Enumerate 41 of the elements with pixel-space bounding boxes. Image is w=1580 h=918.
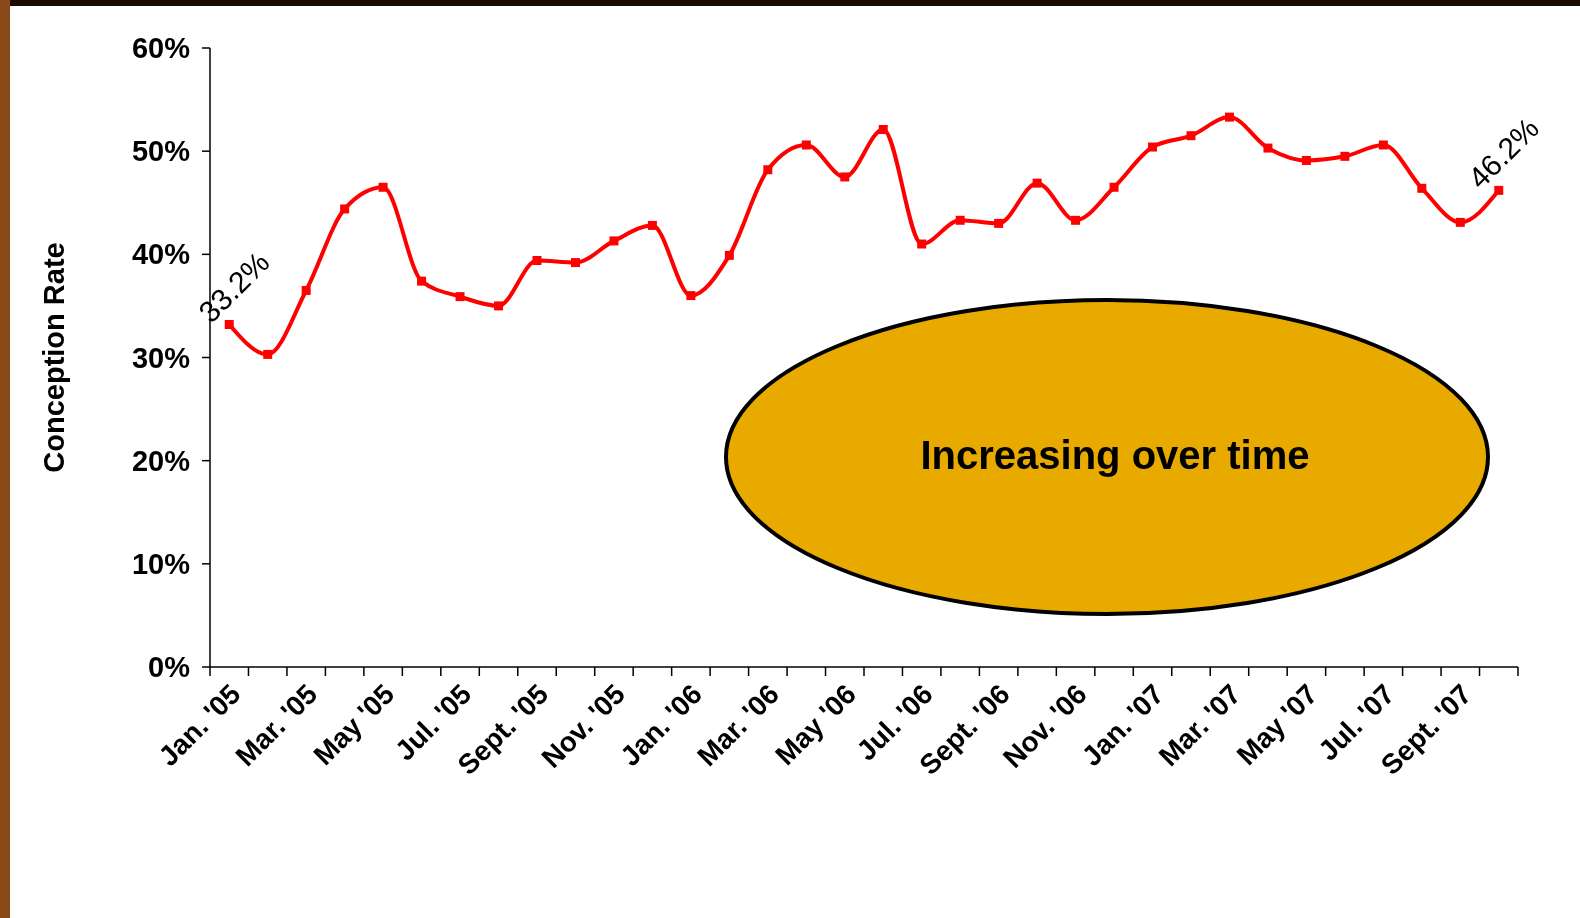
point [301,285,311,295]
y-tick-label: 20% [131,444,191,477]
point [1224,112,1234,122]
point [1071,215,1081,225]
point [1032,178,1042,188]
point [263,349,273,359]
point [1417,183,1427,193]
point [686,291,696,301]
point [994,218,1004,228]
point [1109,182,1119,192]
point [340,204,350,214]
point [1340,151,1350,161]
point [1263,143,1273,153]
point [878,125,888,134]
y-tick-label: 50% [131,135,191,168]
point [955,215,965,225]
point [494,301,504,311]
point [532,256,542,266]
point [1301,155,1311,165]
point [801,140,811,150]
point [609,236,619,246]
point [724,250,734,260]
y-tick-label: 60% [131,32,191,65]
point [840,172,850,182]
y-tick-label: 30% [131,341,191,374]
point [763,165,773,175]
point [1455,217,1465,227]
y-tick-label: 10% [131,547,191,580]
point [647,220,657,230]
point [417,276,427,286]
point [917,239,927,249]
y-axis-title: Conception Rate [38,242,70,473]
point [1378,140,1388,150]
y-tick-label: 0% [148,651,191,684]
point [455,292,465,302]
point [1148,142,1158,152]
point [570,258,580,268]
point [1186,131,1196,141]
point [378,182,388,192]
y-tick-label: 40% [131,238,191,271]
annotation: Increasing over time [920,433,1310,477]
